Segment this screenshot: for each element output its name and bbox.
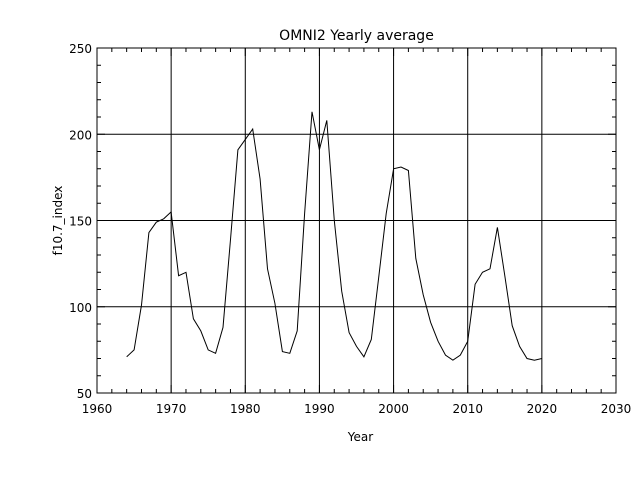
y-tick-label: 150 — [69, 215, 92, 229]
x-tick-label: 2000 — [378, 402, 409, 416]
y-tick-label: 200 — [69, 128, 92, 142]
x-tick-label: 1980 — [230, 402, 261, 416]
y-tick-label: 100 — [69, 301, 92, 315]
x-tick-label: 1970 — [156, 402, 187, 416]
x-tick-label: 2010 — [452, 402, 483, 416]
y-tick-label: 50 — [77, 387, 92, 401]
x-tick-label: 1990 — [304, 402, 335, 416]
y-tick-label: 250 — [69, 42, 92, 56]
plot-frame — [96, 47, 617, 394]
x-tick-label: 2030 — [601, 402, 632, 416]
tick-labels: 1960 1970 1980 1990 2000 2010 2020 2030 50 100 150… — [69, 42, 631, 416]
grid-lines — [97, 48, 616, 393]
x-tick-label: 1960 — [82, 402, 113, 416]
x-axis-label: Year — [347, 430, 373, 444]
y-axis-label: f10.7_index — [51, 186, 65, 256]
x-tick-label: 2020 — [527, 402, 558, 416]
chart-title: OMNI2 Yearly average — [279, 28, 434, 44]
series-line — [126, 111, 543, 361]
minor-ticks — [96, 47, 617, 394]
series-layer — [126, 111, 543, 361]
